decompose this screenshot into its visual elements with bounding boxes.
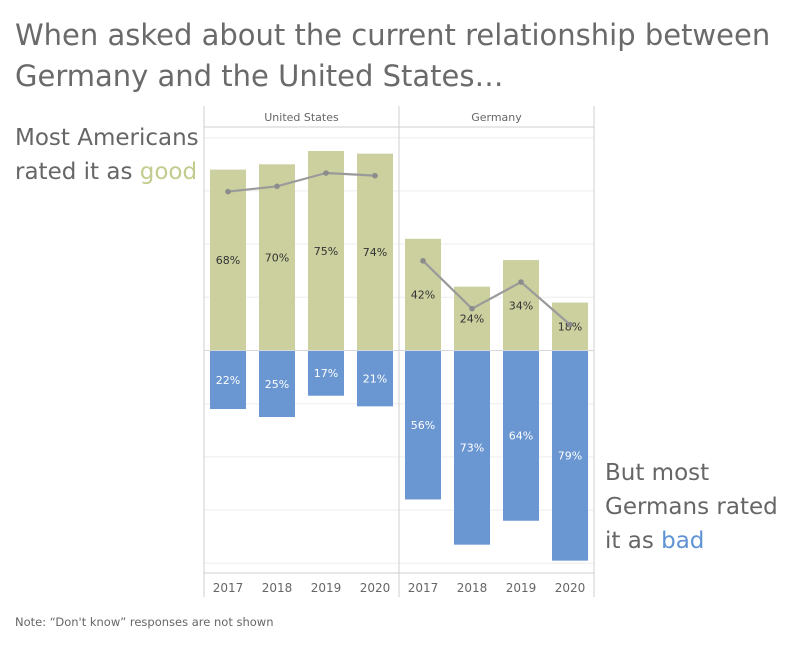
bar-bad — [357, 350, 393, 407]
trend-line — [422, 259, 571, 326]
data-label-bad: 79% — [558, 450, 582, 463]
x-tick-label: 2019 — [506, 581, 537, 595]
trend-point — [469, 305, 475, 312]
bar-good — [308, 151, 344, 351]
x-tick-label: 2020 — [555, 581, 586, 595]
data-label-bad: 56% — [411, 419, 435, 432]
bar-bad — [454, 350, 490, 545]
bar-bad — [552, 350, 588, 561]
data-label-good: 70% — [265, 251, 289, 264]
bar-good — [405, 238, 441, 351]
trend-line — [227, 171, 376, 193]
data-label-good: 24% — [460, 313, 484, 326]
x-tick-label: 2019 — [311, 581, 342, 595]
data-label-bad: 21% — [363, 372, 387, 385]
bar-bad — [259, 350, 295, 417]
trend-point — [420, 257, 426, 264]
annotation-right-highlight: bad — [661, 528, 705, 554]
trend-point — [323, 170, 329, 176]
bar-bad — [405, 350, 441, 500]
panel-header-label: Germany — [471, 111, 522, 124]
bar-good — [357, 153, 393, 351]
data-label-good: 74% — [363, 246, 387, 259]
data-label-good: 42% — [411, 289, 435, 302]
x-tick-label: 2018 — [262, 581, 293, 595]
data-label-bad: 64% — [509, 430, 533, 443]
trend-point — [225, 188, 231, 195]
data-label-bad: 25% — [265, 378, 289, 391]
bar-good — [210, 169, 246, 351]
data-label-bad: 22% — [216, 374, 240, 387]
annotation-right: But most Germans rated it as bad — [605, 456, 795, 558]
data-label-good: 34% — [509, 299, 533, 312]
trend-point — [518, 279, 524, 285]
data-label-good: 75% — [314, 245, 338, 258]
panel-header-label: United States — [264, 111, 339, 124]
x-tick-label: 2017 — [408, 581, 439, 595]
bar-bad — [503, 350, 539, 521]
bar-good — [503, 260, 539, 351]
trend-point — [372, 172, 378, 179]
annotation-right-text: But most Germans rated it as — [605, 460, 778, 554]
footnote: Note: “Don't know” responses are not sho… — [15, 615, 274, 629]
bar-bad — [308, 350, 344, 396]
data-label-bad: 73% — [460, 442, 484, 455]
bar-good — [259, 164, 295, 351]
data-label-good: 68% — [216, 254, 240, 267]
trend-point — [567, 321, 573, 328]
annotation-left: Most Americans rated it as good — [15, 121, 200, 189]
x-tick-label: 2017 — [213, 581, 244, 595]
bar-bad — [210, 350, 246, 410]
annotation-left-highlight: good — [139, 159, 198, 185]
chart-title: When asked about the current relationshi… — [15, 18, 771, 93]
annotation-left-text: Most Americans rated it as — [15, 125, 199, 185]
x-tick-label: 2020 — [360, 581, 391, 595]
data-label-bad: 17% — [314, 367, 338, 380]
x-tick-label: 2018 — [457, 581, 488, 595]
trend-point — [274, 183, 280, 190]
